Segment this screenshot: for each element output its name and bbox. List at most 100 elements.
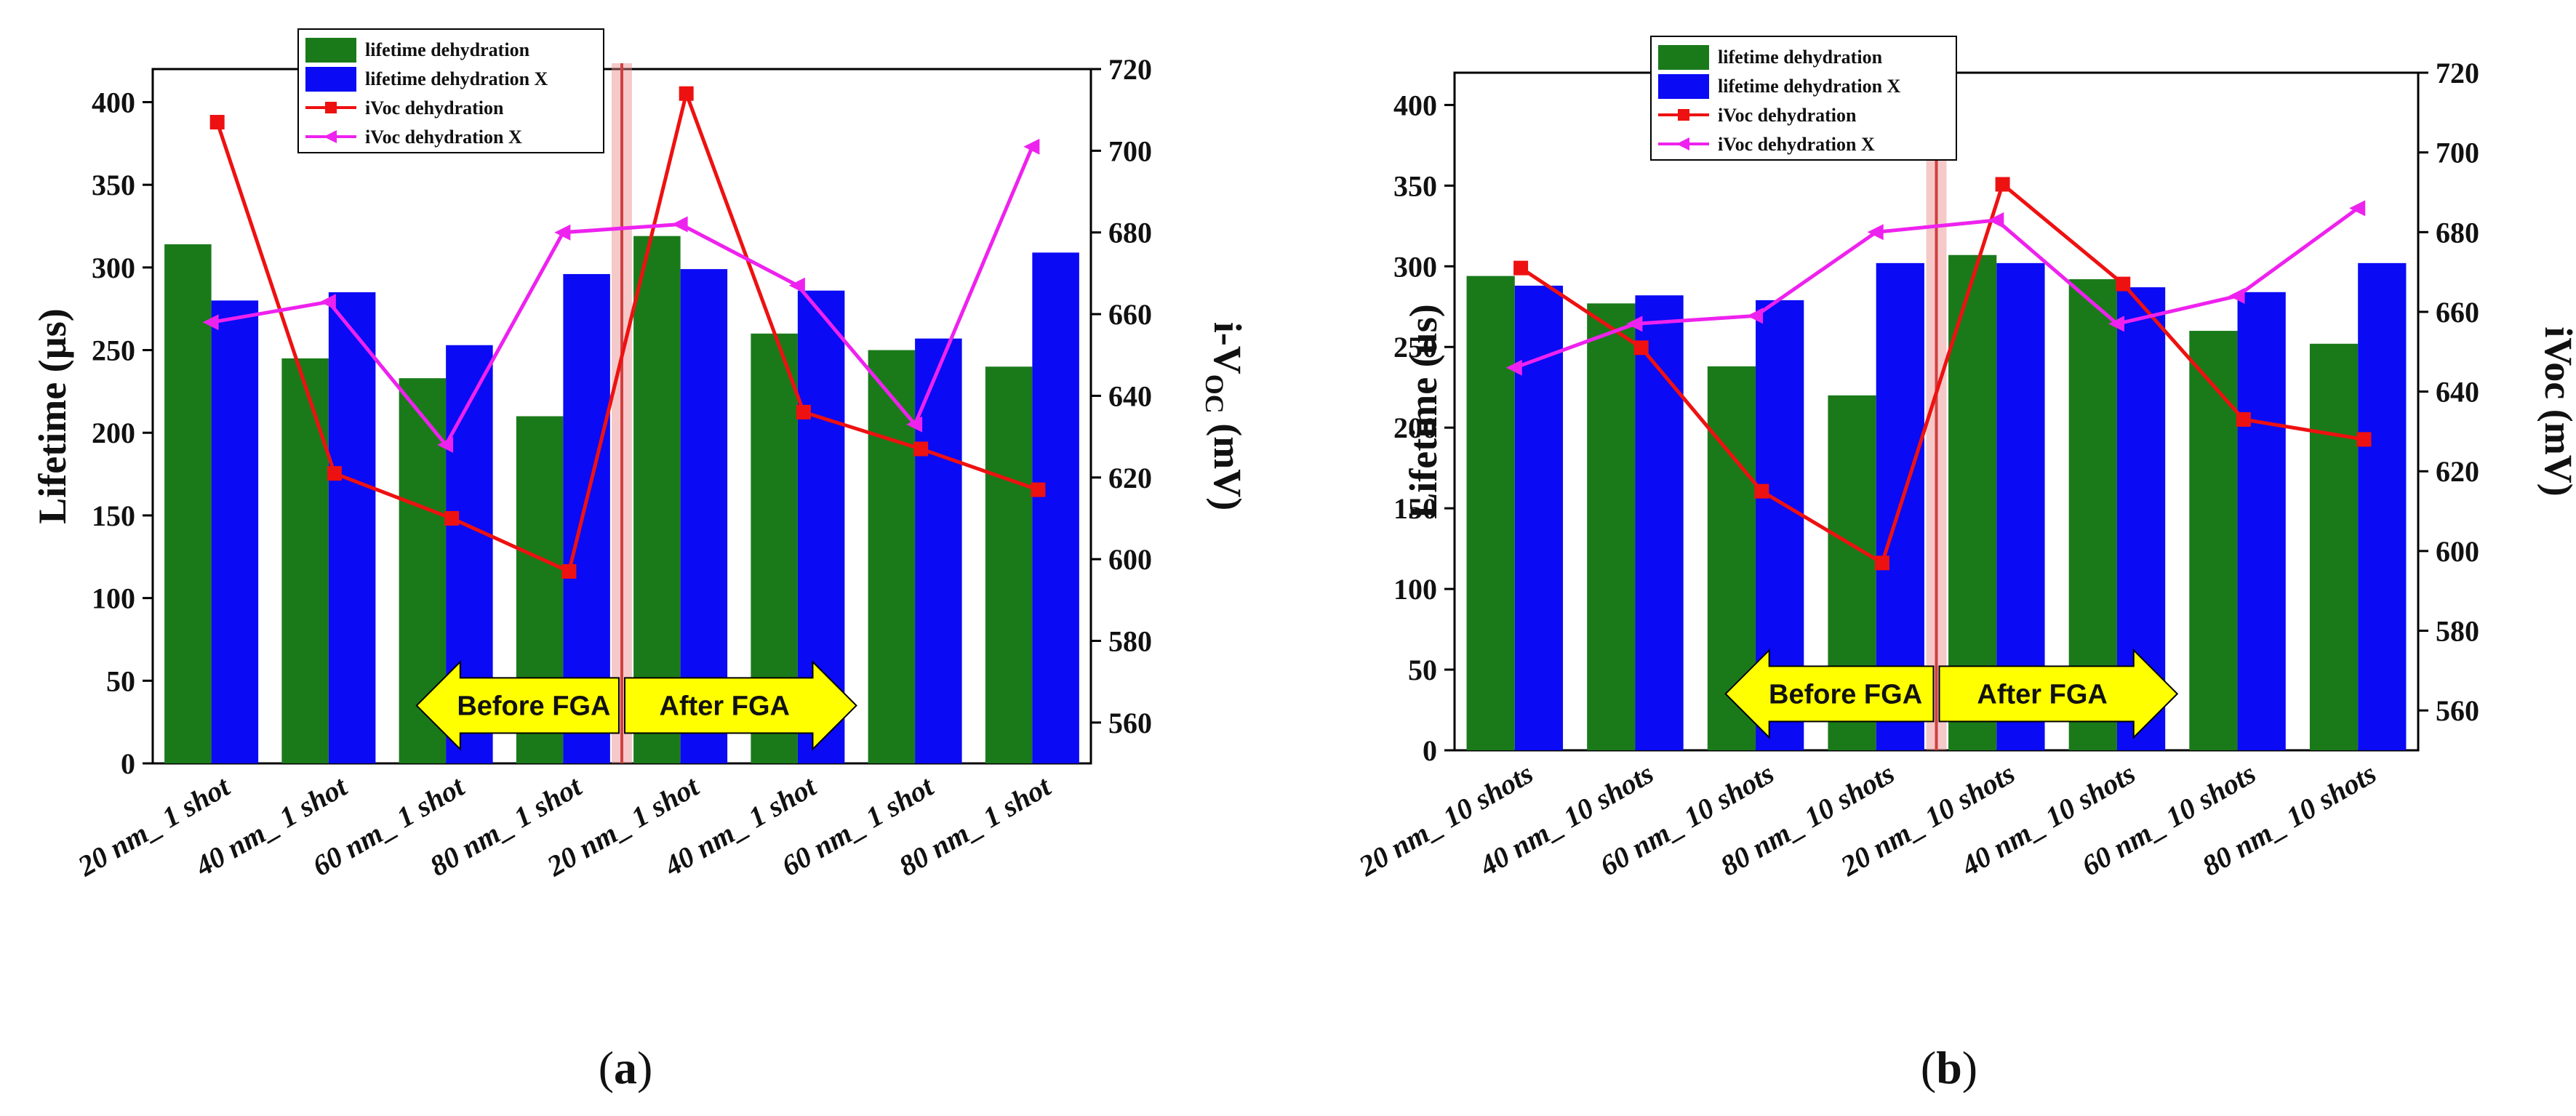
after-fga-arrow bbox=[624, 660, 857, 751]
bar-lifetime-dehydration bbox=[985, 366, 1033, 763]
bar-lifetime-dehydration-x bbox=[1635, 295, 1684, 750]
y-tick-label: 50 bbox=[1408, 654, 1437, 686]
panel-label-letter: b bbox=[1936, 1042, 1962, 1093]
point-ivoc-dehydration-x bbox=[671, 216, 688, 233]
y-tick-label: 200 bbox=[92, 417, 135, 449]
panel-label-close: ) bbox=[1962, 1042, 1977, 1093]
point-ivoc-dehydration-x bbox=[437, 436, 454, 453]
y2-tick-label: 620 bbox=[1108, 462, 1152, 494]
y2-tick-label: 640 bbox=[2436, 376, 2479, 409]
y2-axis-title: i-VOC (mV) bbox=[1200, 322, 1249, 510]
y2-tick-label: 660 bbox=[1108, 298, 1152, 331]
y-tick-label: 350 bbox=[92, 169, 135, 201]
point-ivoc-dehydration-x bbox=[1747, 308, 1764, 324]
y-tick-label: 200 bbox=[1393, 412, 1437, 444]
line-ivoc-dehydration bbox=[1519, 181, 2364, 566]
chart-panel-a: 0 50 100 150 200 250 300 350 400 560 580 600 620 640 6… bbox=[31, 28, 1249, 1093]
panel-label-letter: a bbox=[614, 1042, 637, 1093]
y-tick-label: 150 bbox=[92, 499, 135, 532]
y-tick-label: 400 bbox=[1393, 89, 1437, 121]
after-fga-label: After FGA bbox=[660, 691, 790, 721]
line-ivoc-dehydration-x bbox=[1513, 206, 2359, 370]
y-tick-label: 150 bbox=[1393, 492, 1437, 525]
bar-lifetime-dehydration bbox=[633, 236, 681, 763]
legend-entry: iVoc dehydration bbox=[365, 97, 504, 119]
point-ivoc-dehydration bbox=[1995, 177, 2010, 192]
before-fga-arrow bbox=[415, 660, 620, 751]
y-tick-label: 250 bbox=[1393, 331, 1437, 364]
panel-label-open: ( bbox=[599, 1042, 614, 1093]
y-tick-label: 400 bbox=[92, 86, 135, 119]
point-ivoc-dehydration bbox=[1031, 482, 1046, 497]
point-ivoc-dehydration bbox=[913, 441, 929, 457]
legend-entry: iVoc dehydration X bbox=[365, 127, 522, 148]
legend-swatch-marker bbox=[1678, 109, 1689, 121]
legend-entry: lifetime dehydration X bbox=[1718, 76, 1901, 97]
bar-lifetime-dehydration bbox=[868, 350, 916, 763]
panel-label: (a) bbox=[599, 1042, 653, 1093]
y2-tick-label: 620 bbox=[2436, 455, 2479, 488]
point-ivoc-dehydration-x bbox=[788, 277, 805, 294]
point-ivoc-dehydration bbox=[1874, 555, 1889, 571]
bar-lifetime-dehydration bbox=[164, 244, 212, 763]
bar-lifetime-dehydration-x bbox=[915, 338, 962, 763]
y2-axis-title-unit: (mV) bbox=[1206, 414, 1249, 510]
y-tick-label: 50 bbox=[106, 665, 135, 697]
point-ivoc-dehydration-x bbox=[1626, 316, 1643, 332]
legend-entry: lifetime dehydration bbox=[1718, 47, 1883, 68]
legend-entry: iVoc dehydration bbox=[1718, 105, 1857, 126]
point-ivoc-dehydration bbox=[679, 86, 694, 101]
after-fga-arrow bbox=[1938, 648, 2179, 739]
y2-tick-label: 680 bbox=[1108, 217, 1152, 249]
point-ivoc-dehydration bbox=[1633, 340, 1649, 356]
point-ivoc-dehydration bbox=[209, 115, 225, 130]
point-ivoc-dehydration-x bbox=[906, 416, 923, 433]
y-axis-title: Lifetime (µs) bbox=[31, 308, 74, 524]
point-ivoc-dehydration bbox=[1754, 483, 1769, 499]
legend: lifetime dehydration lifetime dehydration… bbox=[297, 28, 604, 153]
point-ivoc-dehydration-x bbox=[554, 224, 571, 241]
y-tick-label: 300 bbox=[1393, 250, 1437, 283]
point-ivoc-dehydration bbox=[327, 466, 342, 481]
bar-lifetime-dehydration bbox=[281, 358, 329, 764]
point-ivoc-dehydration bbox=[561, 563, 577, 579]
legend-swatch bbox=[1658, 74, 1709, 99]
y2-tick-label: 600 bbox=[2436, 535, 2479, 568]
legend-entry: lifetime dehydration bbox=[365, 39, 530, 60]
y2-tick-label: 720 bbox=[1108, 53, 1152, 86]
point-ivoc-dehydration bbox=[1513, 260, 1529, 276]
y2-axis-title-main: i-V bbox=[1206, 322, 1249, 374]
y-tick-label: 350 bbox=[1393, 169, 1437, 202]
before-fga-label: Before FGA bbox=[457, 691, 610, 721]
line-ivoc-dehydration bbox=[215, 87, 1039, 574]
panel-label: (b) bbox=[1921, 1042, 1977, 1093]
legend: lifetime dehydration lifetime dehydration… bbox=[1650, 36, 1957, 161]
before-fga-label: Before FGA bbox=[1769, 679, 1922, 710]
y2-axis-title-main: iVoc bbox=[2537, 326, 2576, 399]
y-axis-title: Lifetime (us) bbox=[1401, 304, 1445, 518]
point-ivoc-dehydration-x bbox=[2349, 200, 2366, 217]
bar-lifetime-dehydration-x bbox=[1032, 252, 1079, 764]
y2-axis-title-unit: (mV) bbox=[2537, 399, 2576, 496]
point-ivoc-dehydration-x bbox=[202, 314, 219, 331]
y2-tick-label: 580 bbox=[1108, 625, 1152, 657]
legend-swatch-marker bbox=[325, 102, 337, 113]
y2-tick-label: 560 bbox=[1108, 707, 1152, 739]
y2-axis-title-sub: OC bbox=[1200, 374, 1229, 414]
point-ivoc-dehydration-x bbox=[1867, 224, 1884, 241]
legend-swatch bbox=[305, 38, 356, 63]
y2-tick-label: 680 bbox=[2436, 216, 2479, 249]
y-tick-label: 100 bbox=[1393, 573, 1437, 606]
point-ivoc-dehydration bbox=[2116, 276, 2131, 292]
line-ivoc-dehydration-x bbox=[211, 145, 1034, 449]
legend-entry: iVoc dehydration X bbox=[1718, 134, 1875, 155]
y2-axis-title: iVoc (mV) bbox=[2537, 326, 2576, 496]
y-tick-label: 0 bbox=[1423, 734, 1437, 767]
bar-lifetime-dehydration bbox=[2309, 343, 2359, 750]
y2-tick-label: 720 bbox=[2436, 57, 2479, 89]
point-ivoc-dehydration-x bbox=[1505, 359, 1522, 376]
legend-swatch bbox=[1658, 45, 1709, 70]
y2-tick-label: 700 bbox=[1108, 135, 1152, 167]
bar-lifetime-dehydration-x bbox=[2358, 262, 2407, 750]
